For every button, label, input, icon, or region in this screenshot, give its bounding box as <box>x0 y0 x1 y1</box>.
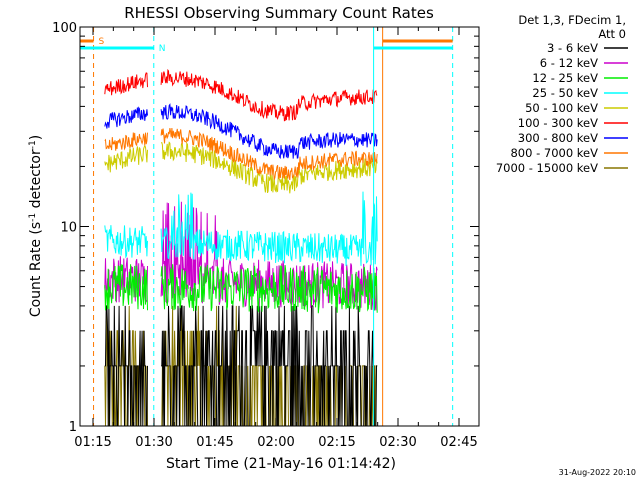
legend-label: 300 - 800 keV <box>518 131 598 145</box>
legend-label: 12 - 25 keV <box>532 71 598 85</box>
legend-item: 6 - 12 keV <box>540 56 628 70</box>
x-tick-label: 01:30 <box>135 435 172 450</box>
footer-date: 31-Aug-2022 20:10 <box>559 468 636 477</box>
legend-label: 800 - 7000 keV <box>510 146 598 160</box>
y-tick-label: 10 <box>60 221 77 236</box>
legend-item: 3 - 6 keV <box>547 41 628 55</box>
series-line <box>104 103 378 159</box>
x-tick-label: 01:45 <box>196 435 233 450</box>
legend-label: 6 - 12 keV <box>540 56 598 70</box>
legend-item: 7000 - 15000 keV <box>496 161 628 175</box>
x-tick-label: 02:45 <box>440 435 477 450</box>
series-line <box>104 127 378 180</box>
legend-label: 100 - 300 keV <box>518 116 598 130</box>
series-line <box>104 305 378 427</box>
legend-item: 800 - 7000 keV <box>510 146 628 160</box>
legend-label: 25 - 50 keV <box>532 86 598 100</box>
legend-item: 12 - 25 keV <box>532 71 628 85</box>
series-6 <box>104 103 378 159</box>
series-line <box>104 140 378 194</box>
x-tick-label: 02:15 <box>318 435 355 450</box>
legend-item: 50 - 100 keV <box>525 101 628 115</box>
series-2 <box>104 264 378 314</box>
y-tick-label: 100 <box>52 21 77 36</box>
legend-label: 7000 - 15000 keV <box>496 161 598 175</box>
chart-title: RHESSI Observing Summary Count Rates <box>124 4 434 22</box>
y-axis-title: Count Rate (s-1 detector-1) <box>28 135 44 317</box>
legend-item: 100 - 300 keV <box>518 116 628 130</box>
x-tick-label: 02:30 <box>379 435 416 450</box>
series-line <box>104 68 378 122</box>
legend-item: 25 - 50 keV <box>532 86 628 100</box>
x-tick-label: 02:00 <box>257 435 294 450</box>
x-axis-title: Start Time (21-May-16 01:14:42) <box>166 456 396 472</box>
series-0 <box>104 305 378 427</box>
plot-area: SN <box>80 27 454 427</box>
legend-label: 3 - 6 keV <box>547 41 598 55</box>
y-tick-label: 1 <box>69 420 77 435</box>
event-markers: SN <box>80 27 454 426</box>
legend-label: 50 - 100 keV <box>525 101 598 115</box>
series-3 <box>104 191 378 267</box>
series-line <box>104 191 378 267</box>
legend-item: 300 - 800 keV <box>518 131 628 145</box>
saa-label: S <box>99 37 105 47</box>
series-4 <box>104 140 378 194</box>
series-7 <box>104 127 378 180</box>
y-axis: 1 10 100 <box>52 21 479 435</box>
x-tick-label: 01:15 <box>74 435 111 450</box>
night-label: N <box>159 44 166 54</box>
series-line <box>104 264 378 314</box>
legend-title-line1: Det 1,3, FDecim 1, <box>518 13 626 27</box>
legend-title-line2: Att 0 <box>598 27 626 41</box>
x-axis: 01:15 01:30 01:45 02:00 02:15 02:30 02:45 <box>74 27 478 450</box>
series-5 <box>104 68 378 122</box>
